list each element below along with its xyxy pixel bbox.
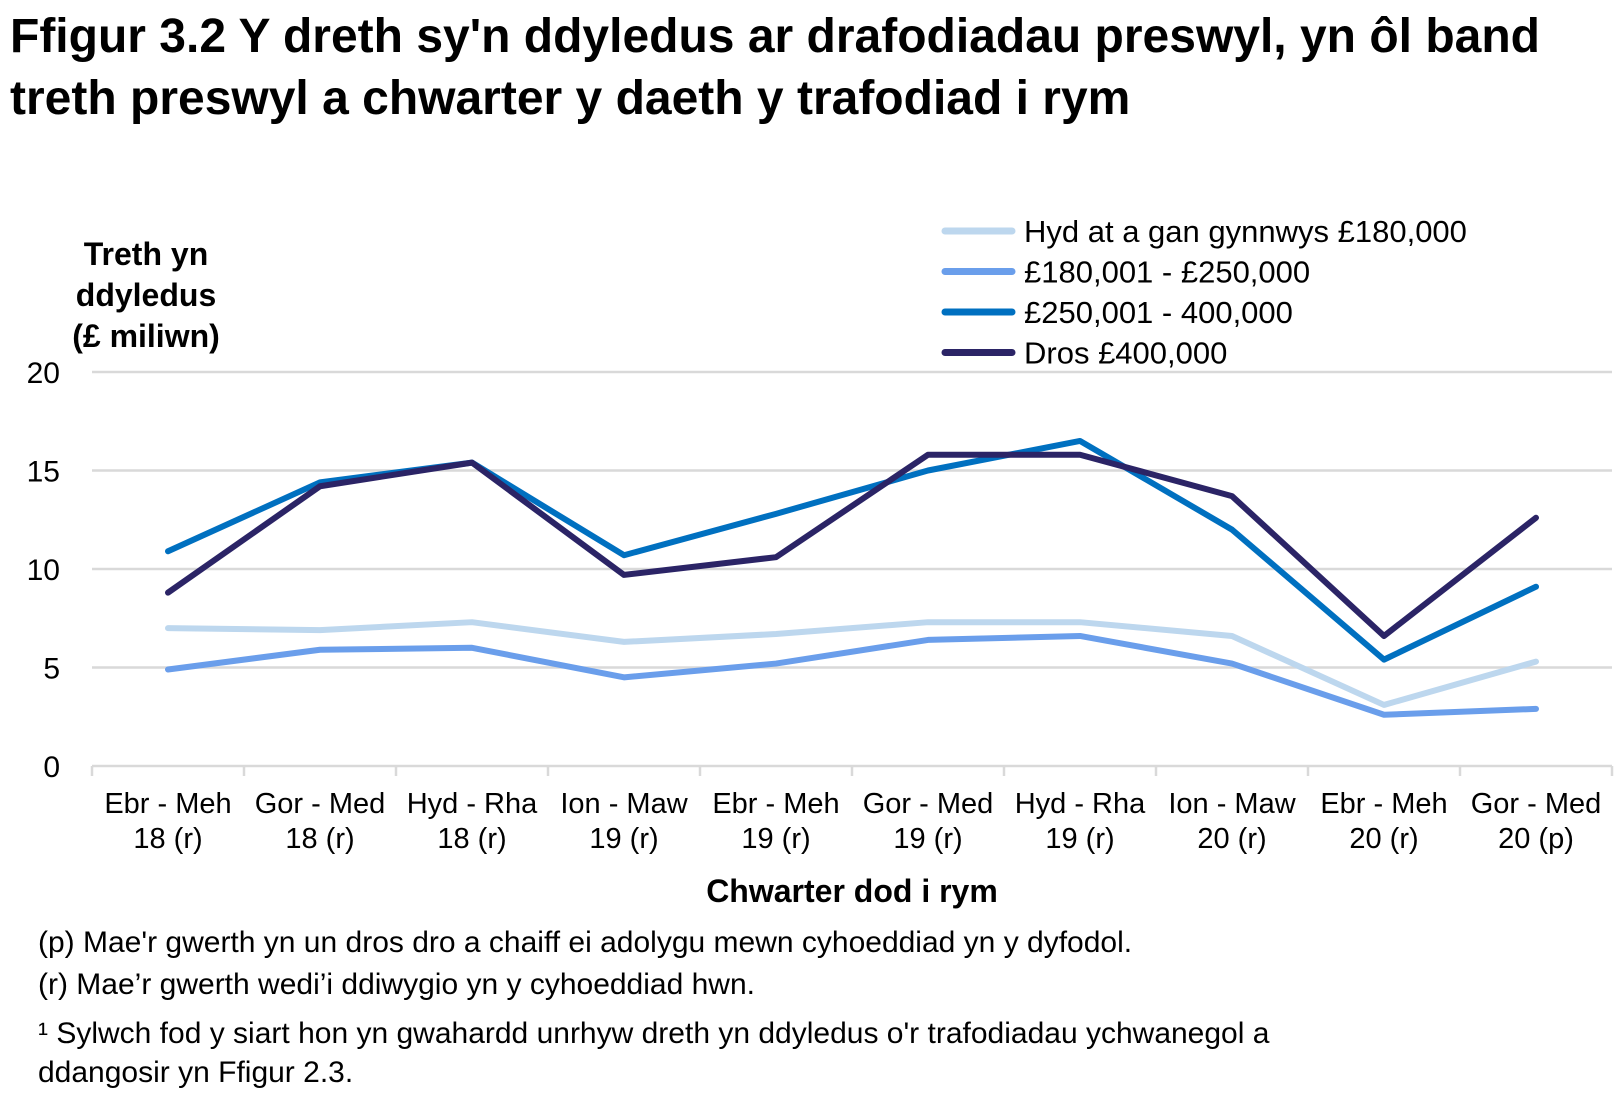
x-tick-label: Gor - Med [1471,788,1602,820]
x-tick-label: Ebr - Meh [712,788,839,820]
x-tick-label: Hyd - Rha [407,788,538,820]
note-footnote-1: ¹ Sylwch fod y siart hon yn gwahardd unr… [38,1017,1270,1050]
x-tick-label: 18 (r) [437,823,506,855]
series-line-2 [165,632,1539,718]
x-tick-label: Gor - Med [255,788,386,820]
series-line-4 [165,451,1539,639]
x-tick-label: 19 (r) [741,823,810,855]
x-tick-label: Ion - Maw [1168,788,1296,820]
x-tick-label: 19 (r) [589,823,658,855]
series-line-1 [165,619,1539,708]
y-tick-label: 20 [27,357,60,390]
note-footnote-2: ddangosir yn Ffigur 2.3. [38,1056,354,1089]
y-tick-label: 0 [43,751,60,784]
y-axis-title: Treth yn [84,236,208,272]
x-axis-title: Chwarter dod i rym [706,873,998,909]
x-tick-label: Hyd - Rha [1015,788,1146,820]
x-tick-label: 20 (p) [1498,823,1574,855]
x-tick-label: Ebr - Meh [1320,788,1447,820]
note-provisional: (p) Mae'r gwerth yn un dros dro a chaiff… [38,926,1133,959]
legend-label: Dros £400,000 [1024,336,1227,371]
x-tick-label: 19 (r) [893,823,962,855]
legend-label: £250,001 - 400,000 [1024,295,1293,330]
y-axis-title: (£ miliwn) [72,318,220,354]
legend-label: £180,001 - £250,000 [1024,255,1310,290]
x-tick-label: 20 (r) [1349,823,1418,855]
y-tick-label: 15 [27,456,60,489]
y-tick-label: 10 [27,554,60,587]
x-tick-label: Gor - Med [863,788,994,820]
y-axis-title: ddyledus [76,277,216,313]
note-revised: (r) Mae’r gwerth wedi’i ddiwygio yn y cy… [38,968,755,1001]
x-tick-label: Ebr - Meh [104,788,231,820]
x-tick-label: 20 (r) [1197,823,1266,855]
x-tick-label: 18 (r) [285,823,354,855]
chart-title: Ffigur 3.2 Y dreth sy'n ddyledus ar draf… [10,10,1540,125]
x-tick-label: 18 (r) [133,823,202,855]
y-tick-label: 5 [43,653,60,686]
x-tick-label: 19 (r) [1045,823,1114,855]
x-tick-label: Ion - Maw [560,788,688,820]
legend-label: Hyd at a gan gynnwys £180,000 [1024,214,1467,249]
